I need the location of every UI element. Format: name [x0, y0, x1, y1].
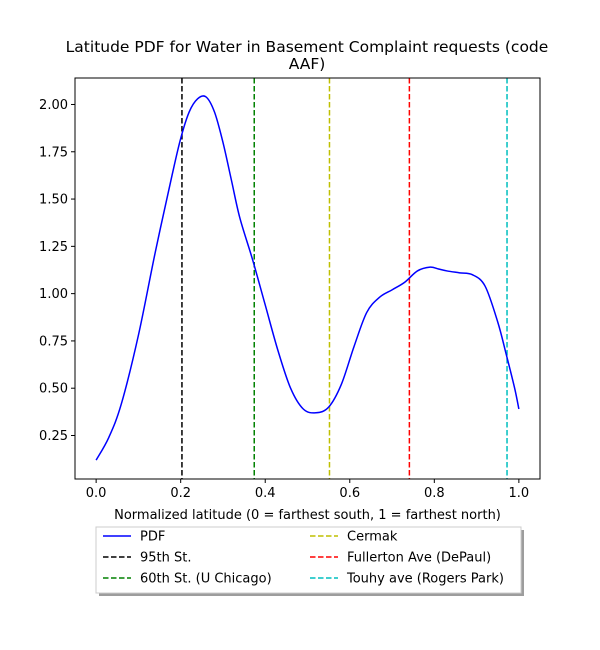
legend-label-60th-st-u-chicago: 60th St. (U Chicago)	[140, 572, 272, 587]
legend-label-cermak: Cermak	[347, 530, 398, 545]
y-tick-label: 1.75	[39, 145, 68, 160]
y-axis-ticks: 0.25 0.50 0.75 1.00 1.25 1.50 1.75 2.00	[39, 98, 75, 444]
y-tick-label: 0.25	[39, 429, 68, 444]
legend-label-fullerton-ave-depaul: Fullerton Ave (DePaul)	[347, 551, 491, 566]
plot-area	[95, 78, 520, 479]
y-tick-label: 2.00	[39, 98, 68, 113]
y-tick-label: 0.50	[39, 382, 68, 397]
y-tick-label: 1.25	[39, 240, 68, 255]
x-axis-label: Normalized latitude (0 = farthest south,…	[114, 508, 501, 523]
pdf-line	[95, 95, 520, 461]
x-tick-label: 0.2	[170, 486, 191, 501]
legend-label-touhy-ave-rogers-park: Touhy ave (Rogers Park)	[346, 572, 504, 587]
chart-title-line-1: Latitude PDF for Water in Basement Compl…	[66, 38, 549, 56]
x-tick-label: 0.0	[86, 486, 107, 501]
legend: PDF 95th St. 60th St. (U Chicago) Cermak Ful…	[95, 526, 524, 596]
legend-box	[95, 526, 522, 594]
x-tick-label: 0.8	[424, 486, 445, 501]
x-tick-label: 0.6	[339, 486, 360, 501]
chart-title-line-2: AAF)	[289, 55, 326, 73]
x-axis-ticks: 0.0 0.2 0.4 0.6 0.8 1.0	[86, 479, 529, 501]
x-tick-label: 1.0	[509, 486, 530, 501]
y-tick-label: 1.00	[39, 287, 68, 302]
legend-label-95th-st: 95th St.	[140, 551, 192, 566]
x-tick-label: 0.4	[255, 486, 276, 501]
legend-label-pdf: PDF	[140, 530, 165, 545]
y-tick-label: 0.75	[39, 334, 68, 349]
y-tick-label: 1.50	[39, 193, 68, 208]
plot-frame	[74, 77, 541, 480]
